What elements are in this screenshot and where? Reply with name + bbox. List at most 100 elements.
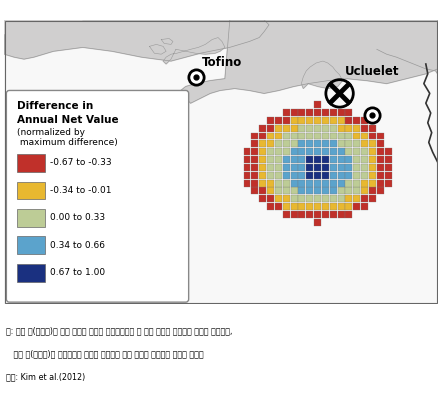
Bar: [306, 172, 313, 179]
Bar: [346, 125, 352, 132]
Bar: [306, 141, 313, 147]
Bar: [369, 164, 376, 171]
Bar: [142, 104, 149, 111]
Bar: [98, 119, 105, 126]
Bar: [290, 117, 297, 124]
Bar: [298, 203, 305, 210]
Polygon shape: [301, 61, 343, 89]
Bar: [283, 172, 290, 179]
Bar: [290, 125, 297, 132]
Bar: [330, 179, 337, 186]
Text: -0.34 to -0.01: -0.34 to -0.01: [50, 186, 112, 195]
Bar: [322, 211, 329, 218]
Bar: [251, 188, 258, 194]
Bar: [346, 203, 352, 210]
Bar: [267, 203, 274, 210]
Bar: [298, 172, 305, 179]
Bar: [306, 203, 313, 210]
Bar: [330, 141, 337, 147]
Bar: [361, 125, 368, 132]
Bar: [298, 132, 305, 139]
Polygon shape: [4, 20, 269, 61]
Bar: [149, 134, 156, 141]
Bar: [275, 195, 282, 202]
Bar: [290, 172, 297, 179]
Bar: [314, 172, 321, 179]
Bar: [283, 179, 290, 186]
Bar: [105, 141, 112, 148]
Bar: [244, 179, 251, 186]
Bar: [314, 179, 321, 186]
Bar: [259, 179, 266, 186]
Bar: [275, 164, 282, 171]
Bar: [113, 104, 120, 111]
Bar: [120, 119, 127, 126]
Bar: [259, 172, 266, 179]
Bar: [353, 179, 360, 186]
Bar: [353, 172, 360, 179]
Bar: [290, 132, 297, 139]
Bar: [338, 188, 345, 194]
Bar: [314, 101, 321, 108]
Bar: [267, 188, 274, 194]
Bar: [142, 141, 149, 148]
Text: Difference in: Difference in: [17, 101, 93, 111]
Bar: [353, 203, 360, 210]
Bar: [127, 134, 134, 141]
Bar: [113, 126, 120, 133]
Bar: [142, 97, 149, 104]
Bar: [330, 109, 337, 116]
Bar: [275, 172, 282, 179]
Bar: [135, 134, 141, 141]
Bar: [275, 125, 282, 132]
Bar: [283, 132, 290, 139]
Bar: [244, 148, 251, 155]
Bar: [157, 119, 164, 126]
Bar: [120, 134, 127, 141]
Bar: [91, 141, 98, 148]
Bar: [338, 125, 345, 132]
Bar: [105, 111, 112, 118]
Bar: [361, 132, 368, 139]
Bar: [251, 156, 258, 163]
Text: 0.34 to 0.66: 0.34 to 0.66: [50, 241, 106, 250]
Bar: [353, 156, 360, 163]
Bar: [98, 141, 105, 148]
Bar: [290, 156, 297, 163]
Bar: [267, 172, 274, 179]
Bar: [127, 111, 134, 118]
Bar: [91, 126, 98, 133]
Bar: [127, 126, 134, 133]
Text: 음의 값(붉은색)은 어업활동이 에너지 생산보다 많은 이익을 생산하는 지역을 나타냄: 음의 값(붉은색)은 어업활동이 에너지 생산보다 많은 이익을 생산하는 지역…: [6, 349, 204, 358]
Bar: [369, 156, 376, 163]
Bar: [127, 148, 134, 155]
Bar: [259, 164, 266, 171]
Bar: [361, 141, 368, 147]
Bar: [314, 125, 321, 132]
Bar: [98, 148, 105, 155]
Bar: [346, 148, 352, 155]
Bar: [251, 132, 258, 139]
Bar: [259, 156, 266, 163]
Bar: [283, 164, 290, 171]
Bar: [369, 141, 376, 147]
Bar: [306, 156, 313, 163]
Bar: [361, 179, 368, 186]
Text: (normalized by: (normalized by: [17, 128, 85, 137]
Bar: [306, 132, 313, 139]
Bar: [322, 179, 329, 186]
Polygon shape: [4, 20, 438, 304]
Bar: [338, 164, 345, 171]
Bar: [259, 132, 266, 139]
Bar: [306, 188, 313, 194]
Bar: [330, 164, 337, 171]
Bar: [346, 188, 352, 194]
Bar: [275, 156, 282, 163]
Bar: [346, 156, 352, 163]
Bar: [298, 195, 305, 202]
Bar: [377, 188, 384, 194]
Bar: [275, 148, 282, 155]
Bar: [353, 125, 360, 132]
Text: Annual Net Value: Annual Net Value: [17, 115, 119, 125]
Bar: [283, 156, 290, 163]
